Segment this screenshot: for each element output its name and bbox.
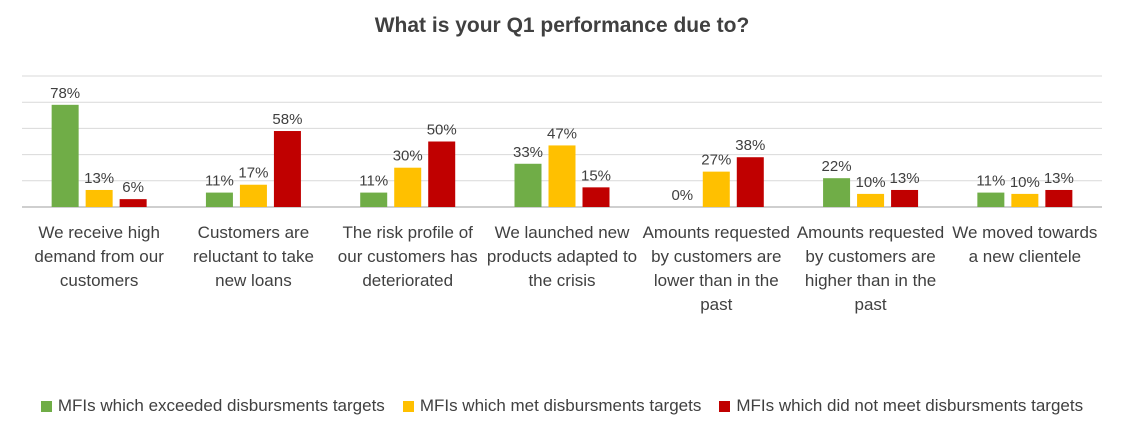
- legend: MFIs which exceeded disbursments targets…: [0, 396, 1124, 416]
- bar: [428, 141, 456, 207]
- data-label: 17%: [238, 165, 268, 182]
- bar: [119, 199, 147, 207]
- data-label: 33%: [513, 144, 543, 161]
- data-label: 11%: [976, 173, 1005, 190]
- bar: [702, 171, 730, 207]
- bar-chart-plot: 78%13%6% 11% 17%58%11%30%50%33%47%15%0%27%…: [22, 75, 1102, 208]
- category-label: We receive high demand from our customer…: [34, 223, 164, 290]
- data-label: 30%: [393, 148, 423, 165]
- data-labels: 78%13%6% 11% 17%58%11%30%50%33%47%15%0%27%…: [50, 85, 1074, 204]
- bar: [273, 131, 301, 207]
- data-label: 13%: [1044, 170, 1074, 187]
- data-label: 6%: [122, 179, 144, 196]
- legend-label: MFIs which did not meet disbursments tar…: [736, 396, 1084, 415]
- bar: [548, 145, 576, 207]
- bar: [1011, 193, 1039, 207]
- legend-label: MFIs which met disbursments targets: [419, 396, 702, 415]
- data-label: 13%: [84, 170, 114, 187]
- data-label: 22%: [822, 158, 852, 175]
- bar: [582, 187, 610, 207]
- bar: [360, 192, 388, 207]
- data-label: 10%: [1010, 174, 1040, 191]
- bar: [205, 192, 233, 207]
- data-label: 50%: [427, 122, 457, 139]
- category-label: We launched new products adapted to the …: [486, 223, 638, 290]
- legend-item: MFIs which met disbursments targets: [402, 396, 702, 416]
- category-label: We moved towards a new clientele: [952, 223, 1098, 266]
- category-label: Amounts requested by customers are highe…: [796, 223, 945, 314]
- bar: [857, 193, 885, 207]
- bars: [51, 104, 1073, 207]
- data-label: 78%: [50, 85, 80, 102]
- data-label: 27%: [701, 152, 731, 169]
- bar: [823, 178, 851, 207]
- data-label: 38%: [735, 137, 765, 154]
- data-label: 10%: [856, 174, 886, 191]
- legend-swatch: [719, 400, 731, 412]
- bar: [239, 184, 267, 207]
- category-label: Amounts requested by customers are lower…: [642, 223, 790, 314]
- chart-title: What is your Q1 performance due to?: [374, 14, 750, 37]
- data-label: 0%: [671, 187, 693, 204]
- category-label: Customers are reluctant to take new loan…: [192, 223, 314, 290]
- bar: [514, 163, 542, 207]
- data-label: 47%: [547, 125, 577, 142]
- legend-item: MFIs which exceeded disbursments targets: [40, 396, 385, 416]
- category-label: The risk profile of our customers has de…: [337, 223, 478, 290]
- data-label: 58%: [272, 111, 302, 128]
- legend-swatch: [402, 400, 414, 412]
- bar: [394, 167, 422, 207]
- legend-swatch: [40, 400, 52, 412]
- legend-item: MFIs which did not meet disbursments tar…: [719, 396, 1083, 416]
- data-label: 11%: [205, 173, 234, 190]
- data-label: 15%: [581, 167, 611, 184]
- bar: [85, 189, 113, 207]
- bar: [736, 157, 764, 207]
- bar: [977, 192, 1005, 207]
- data-label: 13%: [890, 170, 920, 187]
- bar: [891, 189, 919, 207]
- bar: [1045, 189, 1073, 207]
- data-label: 11%: [359, 173, 388, 190]
- bar: [51, 104, 79, 207]
- legend-label: MFIs which exceeded disbursments targets: [57, 396, 385, 415]
